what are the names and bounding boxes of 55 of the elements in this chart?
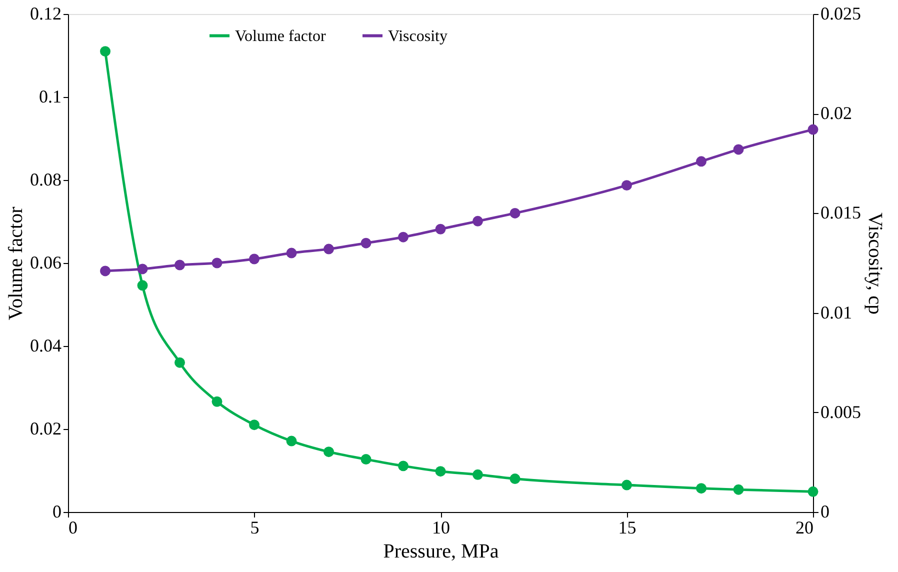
point <box>398 460 408 472</box>
point <box>622 480 632 490</box>
point <box>733 144 744 155</box>
point <box>733 484 744 495</box>
x-axis-title: Pressure, MPa <box>383 540 499 562</box>
point <box>100 46 110 57</box>
y2-tick-label: 0.025 <box>820 4 861 24</box>
point <box>435 466 446 477</box>
point <box>808 486 818 497</box>
point <box>174 357 185 368</box>
y-axis-title: Volume factor <box>5 206 27 320</box>
y-tick-label: 0.06 <box>30 252 62 272</box>
legend-label: Viscosity <box>388 28 448 45</box>
y-tick-label: 0.02 <box>30 418 62 438</box>
point <box>696 483 706 494</box>
x-tick-label: 10 <box>432 518 450 538</box>
x-tick-label: 0 <box>68 518 78 538</box>
point <box>622 180 632 191</box>
y2-tick-label: 0.015 <box>820 202 861 223</box>
y2-tick-label: 0.005 <box>820 402 861 422</box>
point <box>510 474 520 484</box>
x-tick-label: 15 <box>618 518 636 538</box>
y2-tick-label: 0.01 <box>820 302 852 322</box>
point <box>472 216 483 226</box>
x-tick-label: 20 <box>796 518 814 538</box>
y-tick-label: 0.1 <box>39 86 62 106</box>
y2-tick-label: 0 <box>820 502 830 522</box>
point <box>212 396 222 407</box>
point <box>174 260 185 270</box>
y2-axis-title: Viscosity, cp <box>864 212 886 314</box>
x-tick-label: 5 <box>250 518 260 538</box>
y-tick-label: 0.04 <box>30 336 62 356</box>
point <box>137 264 148 274</box>
point <box>137 280 148 291</box>
point <box>398 232 408 242</box>
y-tick-label: 0.08 <box>30 170 62 190</box>
legend-label: Volume factor <box>235 28 326 45</box>
y-tick-label: 0.12 <box>30 4 62 24</box>
point <box>286 436 297 446</box>
point <box>100 266 110 276</box>
point <box>435 224 446 234</box>
point <box>324 244 334 254</box>
point <box>324 446 334 458</box>
y-tick-label: 0 <box>52 502 62 522</box>
point <box>472 469 483 480</box>
point <box>360 454 372 465</box>
point <box>510 208 520 218</box>
point <box>286 248 297 258</box>
point <box>360 238 372 248</box>
point <box>249 254 260 264</box>
point <box>249 420 260 430</box>
point <box>808 124 818 135</box>
y2-tick-label: 0.02 <box>820 103 852 124</box>
point <box>696 156 706 167</box>
point <box>212 258 222 268</box>
